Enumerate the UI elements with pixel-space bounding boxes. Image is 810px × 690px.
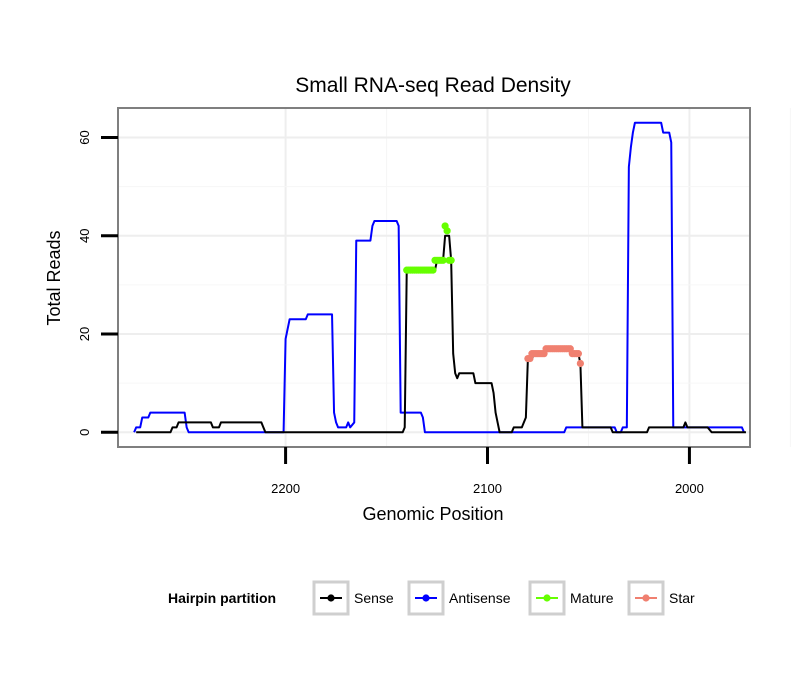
data-point-mature: [439, 256, 447, 264]
axes: 2200 2100 2000 0 20 40 60: [77, 130, 704, 496]
plot-frame: [117, 107, 751, 448]
y-tick-label: 0: [77, 429, 92, 436]
legend-item-sense: Sense: [312, 580, 394, 616]
legend: Hairpin partition Sense Antisense Mature Sta…: [168, 580, 695, 616]
x-tick-label: 2100: [473, 481, 502, 496]
x-axis-title: Genomic Position: [362, 504, 503, 524]
chart-title: Small RNA-seq Read Density: [295, 74, 571, 97]
data-point-mature: [443, 227, 451, 235]
series-line-antisense: [133, 121, 745, 434]
series-line-sense: [136, 234, 746, 434]
data-point-mature: [429, 266, 437, 274]
series-layer: [133, 121, 746, 434]
y-tick-label: 60: [77, 130, 92, 144]
legend-title: Hairpin partition: [168, 590, 276, 606]
y-tick-label: 20: [77, 327, 92, 341]
legend-key-point: [642, 594, 650, 602]
y-tick-label: 40: [77, 229, 92, 243]
x-tick-label: 2000: [675, 481, 704, 496]
legend-label-star: Star: [669, 590, 695, 606]
legend-item-antisense: Antisense: [407, 580, 511, 616]
legend-item-mature: Mature: [528, 580, 614, 616]
legend-label-sense: Sense: [354, 590, 394, 606]
legend-key-point: [422, 594, 430, 602]
data-point-mature: [447, 256, 455, 264]
data-point-star: [574, 350, 582, 358]
data-point-star: [576, 359, 584, 368]
legend-key-point: [327, 594, 335, 602]
x-tick-label: 2200: [271, 481, 300, 496]
y-axis-title: Total Reads: [44, 230, 64, 325]
legend-item-star: Star: [627, 580, 695, 616]
legend-label-antisense: Antisense: [449, 590, 511, 606]
legend-key-point: [543, 594, 551, 602]
grid: [118, 108, 791, 447]
legend-label-mature: Mature: [570, 590, 614, 606]
